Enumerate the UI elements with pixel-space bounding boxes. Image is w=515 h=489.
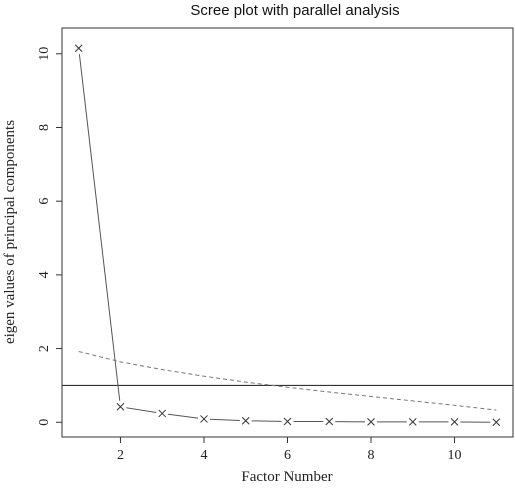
x-tick-label: 6 <box>284 448 291 463</box>
series-segment <box>126 407 157 413</box>
y-tick-label: 2 <box>37 345 52 352</box>
data-point-marker <box>325 417 334 426</box>
x-axis-label: Factor Number <box>241 469 332 485</box>
data-point-marker <box>158 409 167 418</box>
chart-title: Scree plot with parallel analysis <box>190 2 399 19</box>
series-2 <box>78 351 497 411</box>
data-point-marker <box>200 415 208 423</box>
data-point-marker <box>74 44 83 53</box>
data-point-marker <box>283 417 292 426</box>
x-tick-label: 4 <box>200 448 207 463</box>
y-tick-label: 0 <box>37 419 52 426</box>
series-line <box>78 351 497 411</box>
x-tick-label: 8 <box>368 448 375 463</box>
x-tick-label: 2 <box>117 448 124 463</box>
series-segment <box>168 413 199 419</box>
data-point-marker <box>450 418 459 426</box>
y-tick-label: 6 <box>37 198 52 205</box>
data-point-marker <box>241 416 250 425</box>
data-point-marker <box>367 418 375 426</box>
y-tick-label: 4 <box>37 271 52 278</box>
x-axis: 2 4 6 8 10 <box>117 437 462 463</box>
data-point-marker <box>116 402 125 411</box>
series-layer <box>74 44 501 427</box>
series-segment <box>209 418 240 422</box>
series-segment <box>78 54 121 401</box>
series-segment <box>251 420 282 422</box>
y-axis-label: eigen values of principal components <box>2 120 18 344</box>
y-tick-label: 8 <box>37 124 52 131</box>
data-point-marker <box>492 418 501 427</box>
y-tick-label: 10 <box>37 47 52 61</box>
data-point-marker <box>408 418 417 426</box>
y-axis: 0 2 4 6 8 10 <box>37 47 62 426</box>
series-1 <box>74 44 501 427</box>
plot-frame <box>61 27 514 438</box>
x-tick-label: 10 <box>448 448 462 463</box>
